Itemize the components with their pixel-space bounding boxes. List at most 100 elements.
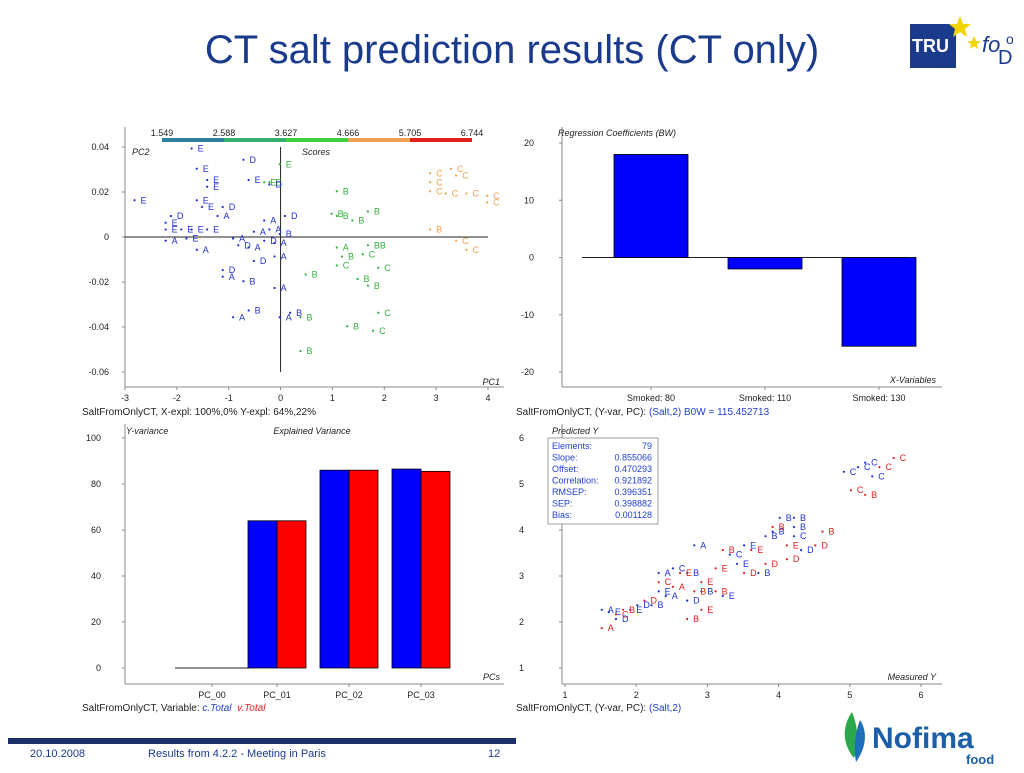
predicted-point-label-blue: D xyxy=(807,545,814,555)
colorbar-tick-label: 6.744 xyxy=(461,128,484,138)
score-point-label: A xyxy=(260,227,266,237)
predicted-point-blue xyxy=(657,590,660,593)
score-point xyxy=(377,266,380,269)
regression-category-label: Smoked: 110 xyxy=(739,393,791,403)
footer-text: Results from 4.2.2 - Meeting in Paris xyxy=(148,748,326,760)
predicted-x-tick-label: 1 xyxy=(562,690,567,700)
score-point xyxy=(206,228,209,231)
regression-y-tick-label: 0 xyxy=(529,253,534,263)
score-point xyxy=(221,205,224,209)
predicted-point-label-blue: A xyxy=(665,568,671,578)
score-point xyxy=(206,185,209,188)
score-point xyxy=(195,199,198,202)
variance-ylabel: Y-variance xyxy=(126,426,168,436)
predicted-point-blue xyxy=(856,466,860,469)
score-point xyxy=(278,232,281,236)
variance-category-label: PC_00 xyxy=(198,690,226,700)
score-point xyxy=(164,228,167,231)
scores-y-tick-label: 0.02 xyxy=(91,187,109,197)
predicted-point-blue xyxy=(721,594,724,598)
variance-y-tick-label: 0 xyxy=(96,663,101,673)
predicted-caption: SaltFromOnlyCT, (Y-var, PC): (Salt,2) xyxy=(516,703,682,714)
predicted-point-blue xyxy=(799,548,803,552)
score-point xyxy=(444,192,447,195)
predicted-y-tick-label: 2 xyxy=(519,617,524,627)
predicted-y-tick-label: 3 xyxy=(519,571,524,581)
regression-bar xyxy=(727,257,803,270)
predicted-point-blue xyxy=(629,608,632,611)
regression-y-tick-label: -20 xyxy=(521,367,534,377)
predicted-point-red xyxy=(700,608,703,611)
predicted-y-tick-label: 4 xyxy=(519,525,524,535)
predicted-x-tick-label: 2 xyxy=(634,690,639,700)
scores-x-tick-label: 1 xyxy=(330,393,335,403)
predicted-point-label-red: D xyxy=(750,568,757,578)
score-point-label: B xyxy=(436,225,442,235)
predicted-point-label-red: C xyxy=(857,485,864,495)
score-point-label: D xyxy=(249,155,256,165)
predicted-point-red xyxy=(657,581,660,584)
variance-y-tick-label: 20 xyxy=(91,617,101,627)
score-point xyxy=(247,246,250,249)
score-point-label: A xyxy=(255,243,261,253)
regression-y-tick-label: -10 xyxy=(521,310,534,320)
predicted-point-red xyxy=(771,525,774,529)
predicted-point-label-blue: E xyxy=(743,559,749,569)
score-point xyxy=(268,228,271,231)
score-point-label: E xyxy=(203,164,209,174)
predicted-point-label-blue: D xyxy=(643,600,650,610)
predicted-point-blue xyxy=(771,530,774,533)
stats-value: 0.855066 xyxy=(614,453,652,463)
variance-panel: Y-variance Explained Variance PCs 100 80 60 40… xyxy=(80,422,506,702)
score-point xyxy=(190,228,193,231)
score-point-label: D xyxy=(229,202,236,212)
predicted-point-label-blue: B xyxy=(786,513,792,523)
regression-category-label: Smoked: 130 xyxy=(852,393,905,403)
scores-x-tick-label: 0 xyxy=(278,393,283,403)
variance-bar xyxy=(276,520,307,669)
predicted-point-blue xyxy=(864,461,867,464)
score-point xyxy=(366,284,370,287)
predicted-point-label-red: B xyxy=(722,586,728,596)
predicted-point-label-red: B xyxy=(828,527,834,537)
predicted-point-label-blue: C xyxy=(878,471,885,481)
colorbar-segment xyxy=(224,138,286,142)
nofima-logo-text: Nofima xyxy=(872,722,974,755)
scores-title: Scores xyxy=(302,147,331,157)
score-point xyxy=(335,214,338,218)
predicted-point-red xyxy=(814,544,817,547)
score-point xyxy=(449,167,452,170)
score-point xyxy=(486,201,489,204)
predicted-point-red xyxy=(671,585,675,588)
score-point-label: A xyxy=(286,312,292,322)
score-point-label: B xyxy=(343,211,349,221)
predicted-point-red xyxy=(678,571,682,575)
predicted-point-blue xyxy=(686,571,689,575)
score-point xyxy=(299,349,302,353)
variance-bar xyxy=(420,470,451,669)
score-point-label: C xyxy=(343,261,350,271)
score-point xyxy=(180,228,183,231)
predicted-chart: Predicted Y Measured Y 6 5 4 3 2 1 1 2 3 4 5 6 Element… xyxy=(514,422,944,702)
score-point-label: A xyxy=(229,272,235,282)
predicted-point-label-blue: C xyxy=(736,550,743,560)
score-point-label: E xyxy=(213,225,219,235)
regression-xlabel: X-Variables xyxy=(889,375,937,385)
predicted-point-label-red: B xyxy=(779,522,785,532)
predicted-point-label-red: E xyxy=(722,563,728,573)
scores-caption: SaltFromOnlyCT, X-expl: 100%,0% Y-expl: … xyxy=(82,407,316,418)
score-point xyxy=(252,230,255,233)
regression-caption-value: (Salt,2) B0W = 115.452713 xyxy=(649,407,770,418)
scores-x-tick-label: 3 xyxy=(434,393,439,403)
score-point xyxy=(200,205,204,209)
variance-title: Explained Variance xyxy=(273,426,350,436)
regression-category-label: Smoked: 80 xyxy=(627,393,675,403)
predicted-point-label-blue: A xyxy=(608,605,614,615)
predicted-point-label-blue: B xyxy=(800,513,806,523)
score-point-label: E xyxy=(213,175,219,185)
predicted-point-blue xyxy=(842,470,845,473)
predicted-point-blue xyxy=(671,567,675,570)
stats-value: 0.001128 xyxy=(615,510,652,520)
score-point-label: A xyxy=(275,225,281,235)
predicted-point-blue xyxy=(693,544,696,547)
